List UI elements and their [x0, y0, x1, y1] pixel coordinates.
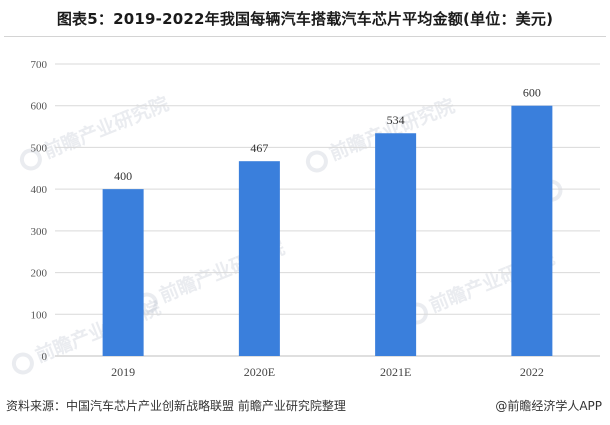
- y-tick-label: 600: [31, 101, 48, 113]
- y-tick-label: 700: [31, 59, 48, 71]
- y-tick-label: 200: [31, 268, 48, 280]
- y-tick-label: 400: [31, 184, 48, 196]
- title-divider: [4, 36, 606, 37]
- x-tick-label: 2021E: [380, 365, 411, 379]
- x-tick-label: 2019: [111, 365, 135, 379]
- y-tick-label: 500: [31, 142, 48, 154]
- bar: [375, 133, 417, 356]
- brand-credit: @前瞻经济学人APP: [495, 399, 602, 413]
- x-tick-label: 2022: [520, 365, 544, 379]
- data-label: 400: [114, 169, 132, 183]
- y-tick-label: 300: [31, 226, 48, 238]
- chart-title: 图表5：2019-2022年我国每辆汽车搭载汽车芯片平均金额(单位：美元): [56, 10, 554, 28]
- bar-chart: 0 100 200 300 400 500 600 700 400 2019 467 2020E 534…: [31, 59, 600, 379]
- bar: [102, 189, 144, 356]
- source-note: 资料来源：中国汽车芯片产业创新战略联盟 前瞻产业研究院整理: [6, 399, 346, 413]
- data-label: 534: [387, 113, 405, 127]
- data-label: 467: [250, 141, 268, 155]
- bar: [511, 105, 553, 356]
- y-tick-label: 100: [31, 309, 48, 321]
- bar: [238, 161, 280, 356]
- x-tick-label: 2020E: [244, 365, 275, 379]
- data-label: 600: [523, 86, 541, 100]
- y-tick-label: 0: [42, 351, 48, 363]
